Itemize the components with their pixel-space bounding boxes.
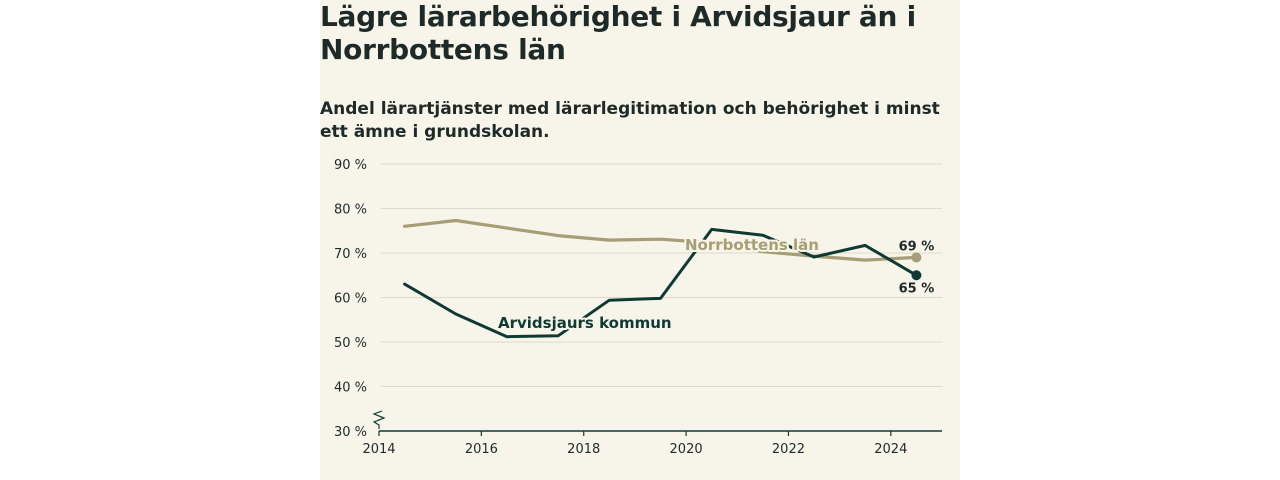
y-tick-label: 60 % [334,292,367,307]
y-tick-label: 40 % [334,381,367,396]
y-tick-label: 90 % [334,158,367,173]
chart-subtitle: Andel lärartjänster med lärarlegitimatio… [320,99,940,142]
end-value-label-arvidsjaur: 65 % [899,281,935,296]
series-line-arvidsjaur [403,227,918,339]
y-tick-label: 70 % [334,247,367,262]
x-tick-label: 2016 [465,442,498,457]
y-tick-label: 80 % [334,203,367,218]
series-label-norrbotten: Norrbottens län [685,236,819,254]
chart-panel: Lägre lärarbehörighet i Arvidsjaur än i … [320,0,960,480]
chart-title: Lägre lärarbehörighet i Arvidsjaur än i … [320,0,916,66]
x-tick-label: 2024 [874,442,907,457]
axis-break-icon [372,410,386,429]
series-line-norrbotten [402,218,919,262]
end-point-arvidsjaur [911,270,922,281]
y-tick-label: 50 % [334,336,367,351]
line-chart: 30 % 40 % 50 % 60 % 70 % 80 % 90 % 2014 2016 2018… [334,158,942,457]
x-tick-label: 2020 [670,442,703,457]
series-label-arvidsjaur: Arvidsjaurs kommun [498,314,672,332]
end-point-norrbotten [911,252,922,263]
x-tick-label: 2018 [567,442,600,457]
end-value-label-norrbotten: 69 % [899,239,935,254]
x-tick-label: 2022 [772,442,805,457]
y-tick-label: 30 % [334,425,367,440]
x-tick-label: 2014 [362,442,395,457]
